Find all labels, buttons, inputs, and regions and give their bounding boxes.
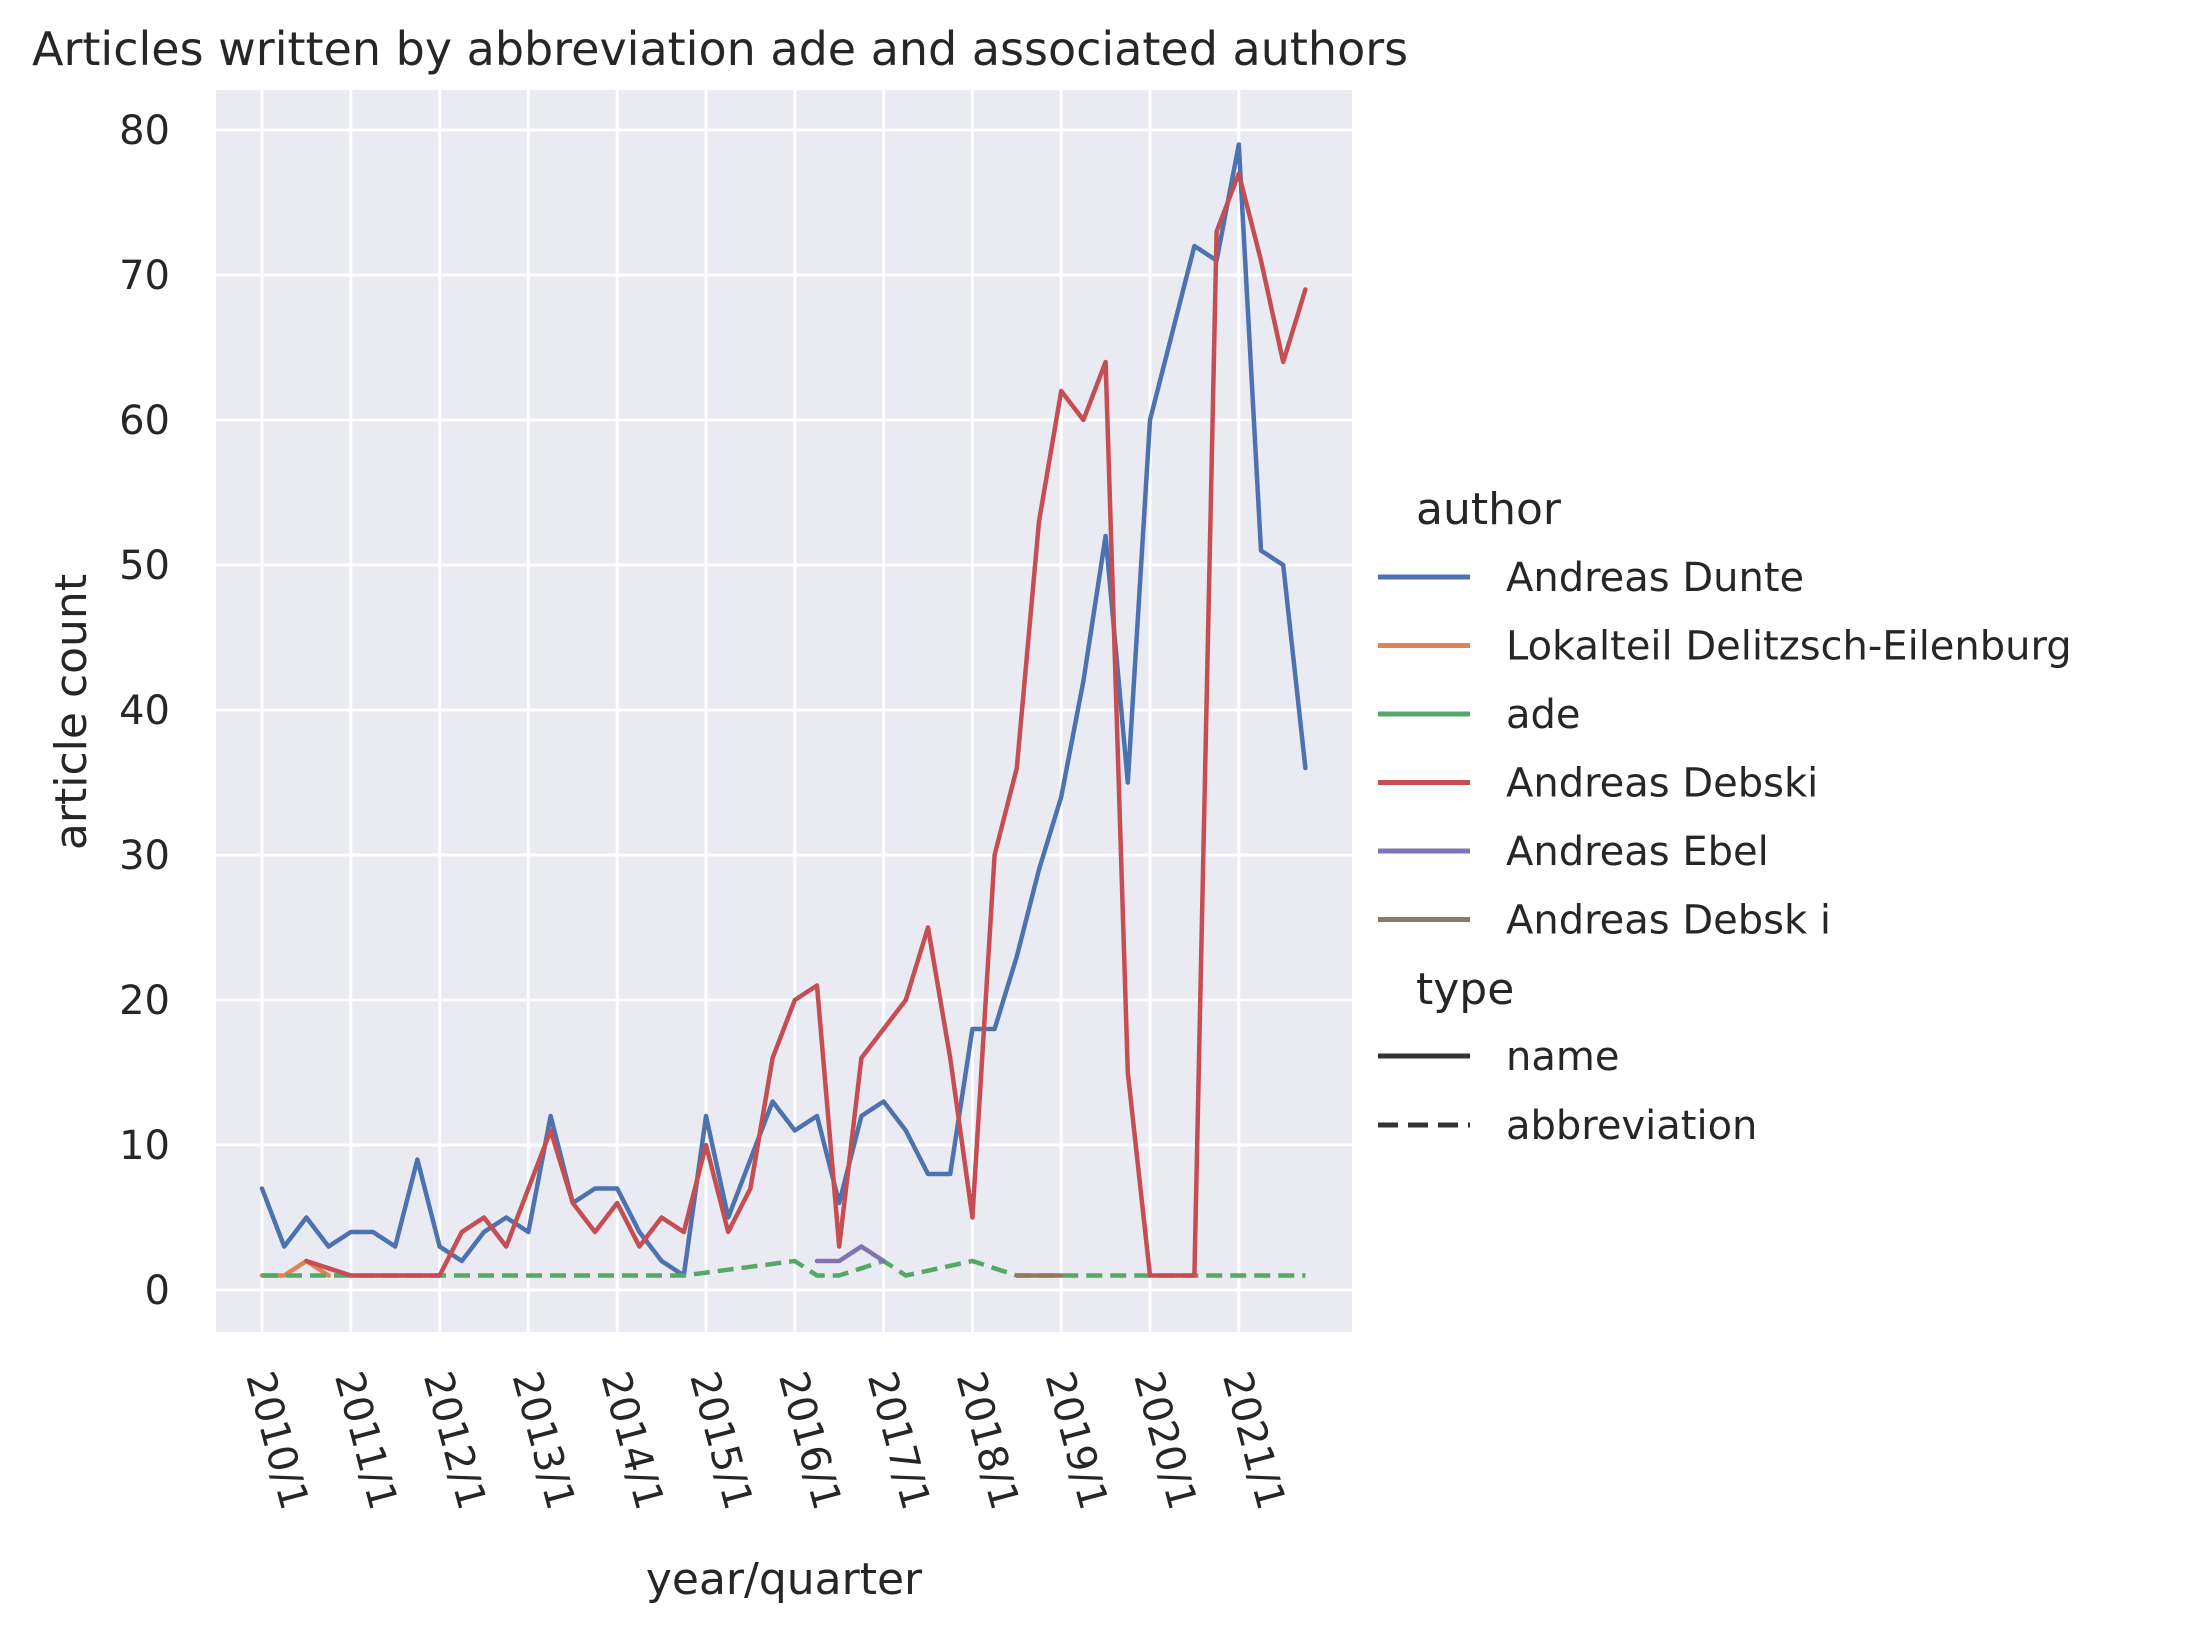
legend-label: ade [1506, 692, 1581, 738]
legend-label: Andreas Debsk i [1506, 898, 1831, 944]
y-tick-label: 40 [119, 688, 170, 734]
y-tick-label: 60 [119, 398, 170, 444]
x-tick-label: 2011/1 [325, 1367, 406, 1515]
x-tick-label: 2014/1 [592, 1367, 673, 1515]
legend-type-entries: name abbreviation [1378, 1034, 1757, 1149]
legend-label: Andreas Dunte [1506, 555, 1804, 601]
x-tick-label: 2017/1 [858, 1367, 939, 1515]
x-tick-label: 2015/1 [680, 1367, 761, 1515]
series-lines [259, 142, 1308, 1278]
x-tick-label: 2016/1 [769, 1367, 850, 1515]
y-tick-label: 0 [145, 1268, 170, 1314]
chart-title: Articles written by abbreviation ade and… [32, 22, 1408, 76]
legend-label: Andreas Debski [1506, 761, 1818, 807]
x-tick-label: 2013/1 [503, 1367, 584, 1515]
x-axis-label: year/quarter [646, 1554, 923, 1605]
legend-label: Lokalteil Delitzsch-Eilenburg [1506, 624, 2072, 670]
y-tick-label: 80 [119, 108, 170, 154]
legend-author-title: author [1416, 484, 1562, 535]
legend-type-label: name [1506, 1034, 1619, 1080]
legend-type-label: abbreviation [1506, 1103, 1757, 1149]
y-tick-label: 30 [119, 833, 170, 879]
series-line-andreas-ebel [814, 1244, 886, 1264]
x-tick-label: 2019/1 [1036, 1367, 1117, 1515]
x-tick-label: 2010/1 [236, 1367, 317, 1515]
y-tick-labels: 0 10 20 30 40 50 60 70 80 [119, 108, 170, 1314]
legend-series-entries: Andreas Dunte Lokalteil Delitzsch-Eilenbu… [1378, 555, 2072, 944]
x-tick-labels: 2010/1 2011/1 2012/1 2013/1 2014/1 2015/1 2016… [236, 1367, 1294, 1515]
x-tick-label: 2012/1 [414, 1367, 495, 1515]
x-tick-label: 2018/1 [947, 1367, 1028, 1515]
grid [216, 90, 1352, 1332]
y-axis-label: article count [46, 574, 97, 850]
x-tick-label: 2020/1 [1124, 1367, 1205, 1515]
x-tick-label: 2021/1 [1213, 1367, 1294, 1515]
legend: author Andreas Dunte Lokalteil Delitzsch-… [1378, 484, 2072, 1149]
y-tick-label: 50 [119, 543, 170, 589]
legend-label: Andreas Ebel [1506, 829, 1769, 875]
series-line-andreas-debski [304, 171, 1308, 1278]
y-tick-label: 20 [119, 978, 170, 1024]
series-line-andreas-dunte [259, 142, 1308, 1278]
y-tick-label: 70 [119, 253, 170, 299]
y-tick-label: 10 [119, 1123, 170, 1169]
legend-type-title: type [1416, 964, 1514, 1015]
